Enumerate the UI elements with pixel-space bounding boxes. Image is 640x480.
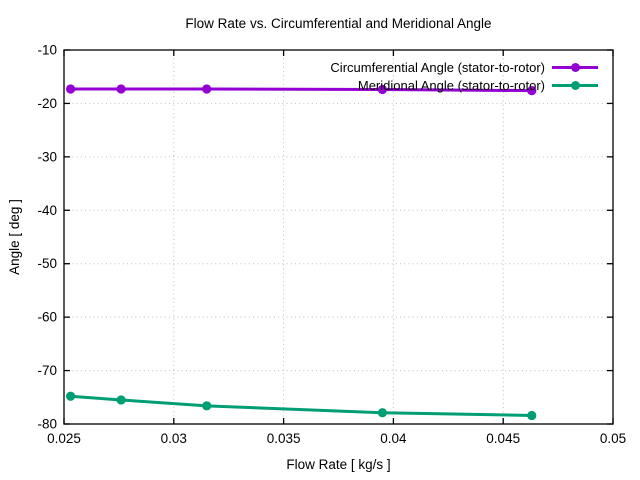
series-circumferential xyxy=(65,84,537,96)
x-tick-label: 0.035 xyxy=(267,431,301,446)
data-point xyxy=(65,391,76,401)
legend-item: Circumferential Angle (stator-to-rotor) xyxy=(330,58,598,76)
series-meridional xyxy=(65,391,537,421)
data-point xyxy=(116,395,126,405)
axis-ticks xyxy=(63,49,614,425)
data-point xyxy=(202,401,212,411)
series-line xyxy=(70,394,532,417)
data-point xyxy=(65,84,76,94)
y-tick-label: -30 xyxy=(37,149,57,164)
grid xyxy=(64,50,613,424)
legend-label: Circumferential Angle (stator-to-rotor) xyxy=(330,59,545,75)
plot-border xyxy=(63,49,614,425)
y-tick-label: -40 xyxy=(37,203,57,218)
data-point xyxy=(377,84,388,95)
data-point xyxy=(202,84,212,94)
chart-title: Flow Rate vs. Circumferential and Meridi… xyxy=(185,16,492,31)
data-point xyxy=(527,86,537,96)
y-tick-label: -70 xyxy=(37,363,57,378)
legend-sample-line-icon xyxy=(552,79,598,91)
legend: Circumferential Angle (stator-to-rotor) M… xyxy=(330,58,598,94)
x-tick-label: 0.025 xyxy=(47,431,81,446)
x-axis-label: Flow Rate [ kg/s ] xyxy=(286,457,391,472)
tick-labels: 0.025 0.03 0.035 0.04 0.045 0.05 -80 -70 -60 -50 -… xyxy=(37,43,626,447)
data-point xyxy=(377,408,388,418)
x-tick-label: 0.03 xyxy=(161,431,187,446)
y-tick-label: -60 xyxy=(37,310,57,325)
x-tick-label: 0.05 xyxy=(600,431,626,446)
y-tick-label: -10 xyxy=(37,43,57,58)
legend-label: Meridional Angle (stator-to-rotor) xyxy=(357,77,545,93)
x-tick-label: 0.045 xyxy=(486,431,520,446)
data-point xyxy=(116,84,126,94)
legend-sample-line-icon xyxy=(552,61,598,73)
y-axis-label: Angle [ deg ] xyxy=(7,199,22,275)
legend-item: Meridional Angle (stator-to-rotor) xyxy=(330,76,598,94)
x-tick-label: 0.04 xyxy=(380,431,407,446)
data-point xyxy=(527,410,537,421)
y-tick-label: -50 xyxy=(37,256,57,271)
y-tick-label: -20 xyxy=(37,96,57,111)
y-tick-label: -80 xyxy=(37,417,57,432)
